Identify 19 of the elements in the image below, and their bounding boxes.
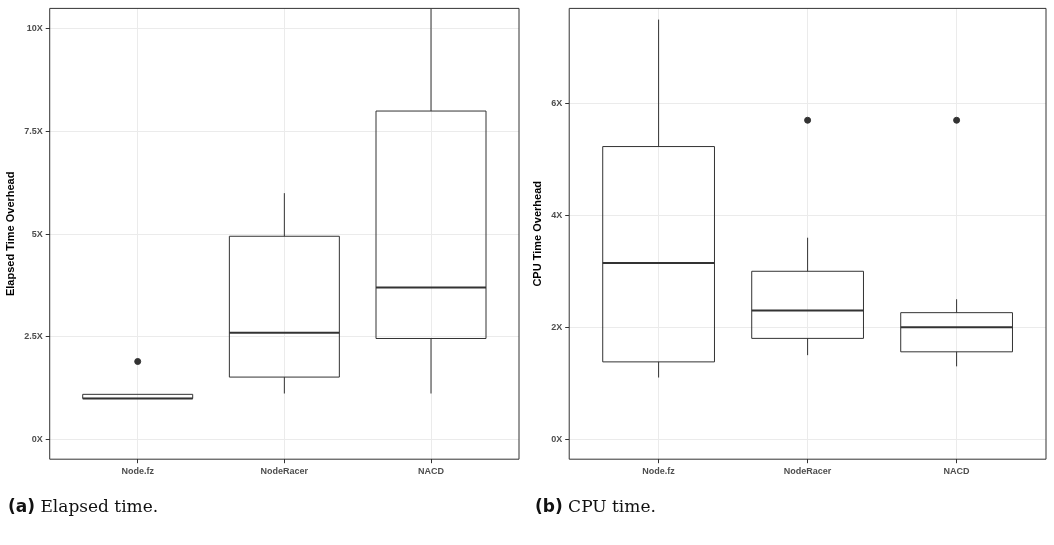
x-tick-label: NodeRacer [783, 466, 832, 477]
y-tick-label: 0X [31, 433, 43, 444]
text: (a) Elapsed time. [8, 496, 160, 516]
y-tick-label: 4X [551, 209, 563, 220]
y-tick-label: 7.5X [24, 126, 43, 137]
x-tick-label: NACD [943, 466, 971, 477]
y-tick-label: 2X [551, 321, 563, 332]
y-tick-label: 6X [551, 97, 563, 108]
y-axis-title: Elapsed Time Overhead [3, 171, 16, 297]
x-tick-label: Node.fz [121, 466, 155, 477]
x-tick-label: NACD [418, 466, 445, 477]
y-tick-label: 2.5X [24, 331, 43, 342]
text: (b) CPU time. [535, 496, 657, 516]
x-tick-label: NodeRacer [260, 466, 309, 477]
x-tick-label: Node.fz [642, 466, 676, 477]
y-tick-label: 5X [31, 228, 43, 239]
y-tick-label: 10X [26, 23, 43, 34]
y-axis-title: CPU Time Overhead [530, 181, 543, 287]
y-tick-label: 0X [551, 433, 563, 444]
